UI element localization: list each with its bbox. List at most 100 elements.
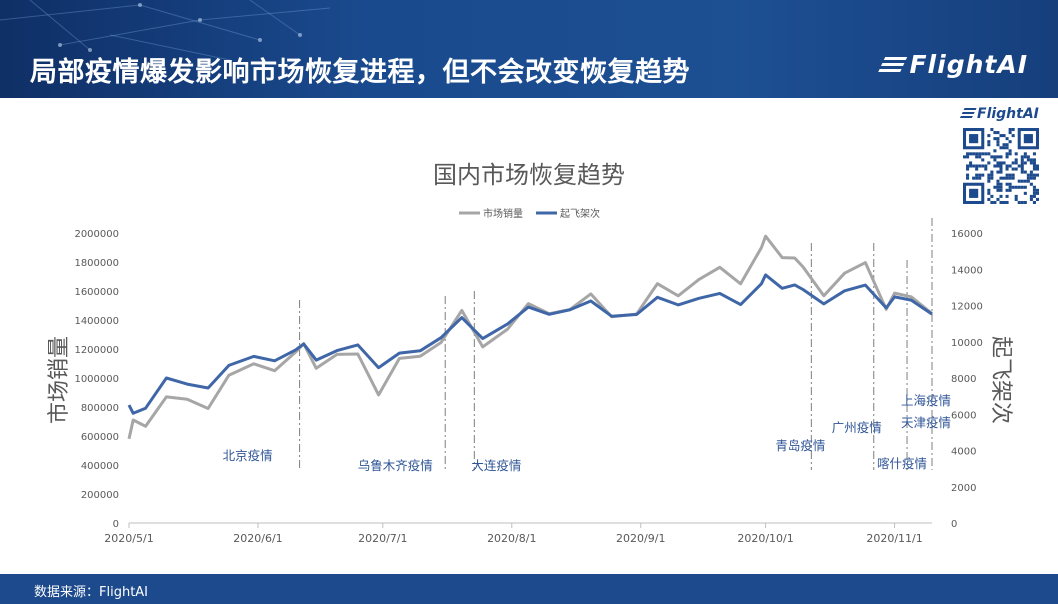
qr-module <box>1029 158 1033 162</box>
y2-tick-label: 2000 <box>951 483 976 494</box>
footer-bar: 数据来源：FlightAI <box>0 574 1058 604</box>
qr-module <box>1008 128 1012 132</box>
y2-axis-label: 起飞架次 <box>988 336 1013 424</box>
qr-module <box>975 152 979 156</box>
qr-module <box>996 170 1000 174</box>
qr-module <box>999 188 1003 192</box>
qr-module <box>996 197 1000 201</box>
qr-module <box>1014 161 1018 165</box>
event-label: 北京疫情 <box>223 448 273 463</box>
qr-module <box>1017 179 1021 183</box>
qr-module <box>996 131 1000 135</box>
y2-tick-label: 0 <box>951 519 957 530</box>
qr-module <box>993 131 997 135</box>
qr-module <box>981 152 985 156</box>
qr-module <box>1005 182 1009 186</box>
qr-module <box>1023 185 1027 189</box>
qr-module <box>990 128 994 132</box>
qr-module <box>1014 167 1018 171</box>
qr-module <box>1029 161 1033 165</box>
qr-module <box>999 182 1003 186</box>
x-tick-label: 2020/9/1 <box>616 532 665 545</box>
qr-module <box>1029 176 1033 180</box>
y-tick-label: 1000000 <box>74 374 119 385</box>
qr-module <box>996 188 1000 192</box>
qr-module <box>972 164 976 168</box>
qr-module <box>963 155 967 159</box>
y-tick-label: 400000 <box>81 461 119 472</box>
qr-module <box>966 167 970 171</box>
qr-module <box>1020 179 1024 183</box>
qr-module <box>999 164 1003 168</box>
qr-module <box>1005 164 1009 168</box>
qr-module <box>1023 170 1027 174</box>
qr-module <box>969 152 973 156</box>
qr-module <box>996 137 1000 141</box>
qr-module <box>1023 200 1027 204</box>
chart-title: 国内市场恢复趋势 <box>433 161 625 189</box>
qr-module <box>1011 161 1015 165</box>
qr-module <box>1017 185 1021 189</box>
qr-module <box>972 176 976 180</box>
qr-module <box>1011 128 1015 132</box>
qr-module <box>1032 164 1036 168</box>
qr-module <box>1026 173 1030 177</box>
y-tick-label: 1600000 <box>74 287 119 298</box>
qr-module <box>1014 158 1018 162</box>
qr-module <box>1008 149 1012 153</box>
event-label: 喀什疫情 <box>877 456 927 471</box>
x-tick-label: 2020/10/1 <box>737 532 793 545</box>
qr-module <box>1017 164 1021 168</box>
qr-module <box>1026 176 1030 180</box>
qr-module <box>1005 155 1009 159</box>
event-label: 天津疫情 <box>901 415 951 430</box>
y2-tick-label: 6000 <box>951 410 976 421</box>
qr-module <box>1008 182 1012 186</box>
qr-module <box>1032 188 1036 192</box>
qr-module <box>1008 185 1012 189</box>
qr-module <box>1026 155 1030 159</box>
x-tick-label: 2020/7/1 <box>358 532 407 545</box>
qr-module <box>1014 152 1018 156</box>
qr-module <box>1008 188 1012 192</box>
qr-module <box>1020 167 1024 171</box>
page-title: 局部疫情爆发影响市场恢复进程，但不会改变恢复趋势 <box>30 57 690 88</box>
qr-module <box>999 161 1003 165</box>
qr-module <box>1011 134 1015 138</box>
x-tick-label: 2020/11/1 <box>866 532 922 545</box>
qr-module <box>999 155 1003 159</box>
qr-module <box>987 140 991 144</box>
qr-module <box>990 200 994 204</box>
qr-module <box>987 173 991 177</box>
qr-module <box>990 173 994 177</box>
qr-module <box>996 140 1000 144</box>
event-label: 乌鲁木齐疫情 <box>358 458 433 473</box>
qr-module <box>999 185 1003 189</box>
qr-module <box>1005 188 1009 192</box>
qr-finder-core <box>969 188 979 198</box>
qr-module <box>966 164 970 168</box>
qr-module <box>996 185 1000 189</box>
y2-tick-label: 10000 <box>951 338 983 349</box>
qr-module <box>1008 152 1012 156</box>
qr-module <box>978 152 982 156</box>
qr-module <box>1002 146 1006 150</box>
qr-module <box>1032 158 1036 162</box>
event-label: 上海疫情 <box>901 393 951 408</box>
y-tick-label: 600000 <box>81 432 119 443</box>
qr-module <box>993 200 997 204</box>
qr-module <box>1011 185 1015 189</box>
qr-module <box>1020 158 1024 162</box>
qr-module <box>1023 191 1027 195</box>
qr-module <box>984 164 988 168</box>
qr-module <box>966 152 970 156</box>
qr-module <box>978 164 982 168</box>
qr-module <box>978 155 982 159</box>
qr-module <box>996 179 1000 183</box>
qr-module <box>984 167 988 171</box>
y-tick-label: 200000 <box>81 490 119 501</box>
qr-module <box>1020 161 1024 165</box>
qr-module <box>990 194 994 198</box>
qr-module <box>990 176 994 180</box>
qr-module <box>1035 197 1039 201</box>
